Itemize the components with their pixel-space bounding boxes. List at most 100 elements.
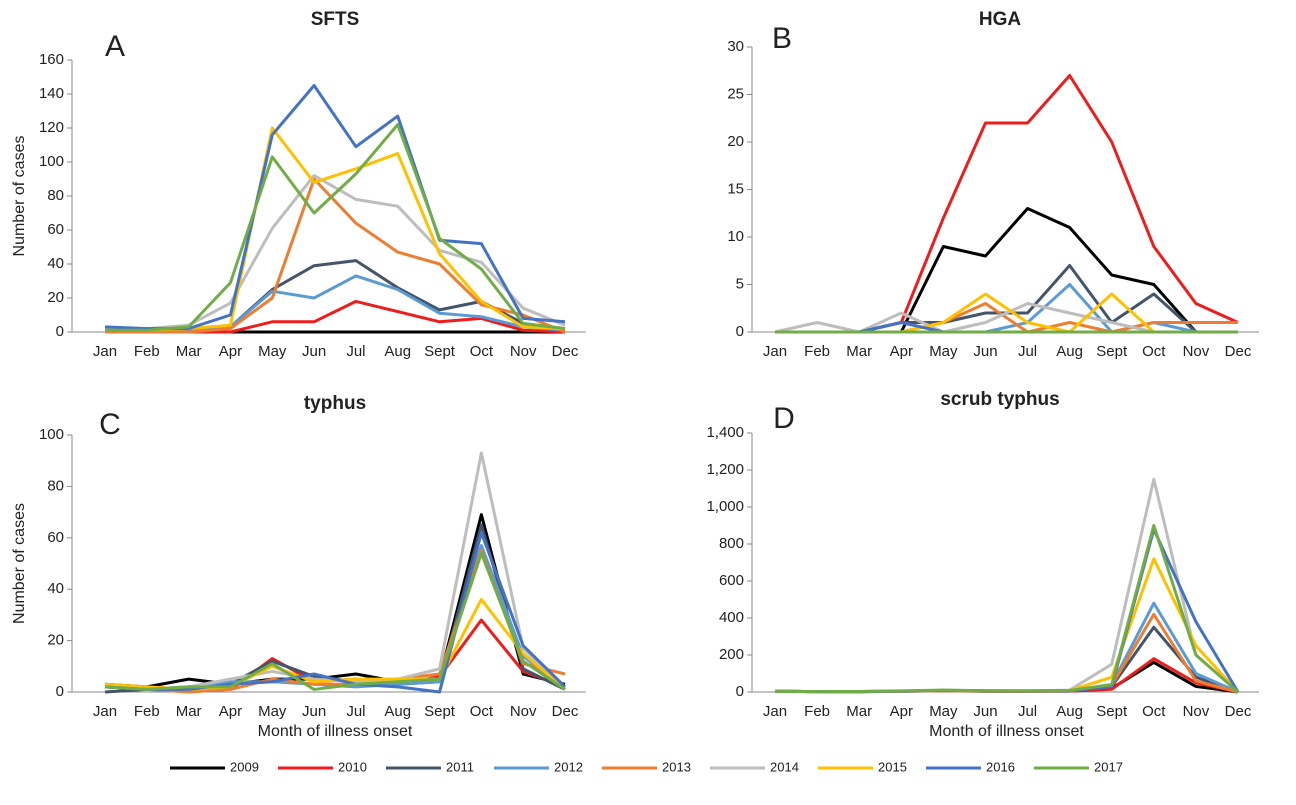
- y-tick-label: 600: [719, 572, 744, 589]
- x-tick-label: Aug: [384, 343, 411, 360]
- x-tick-label: Feb: [804, 703, 830, 720]
- x-tick-label: May: [258, 343, 287, 360]
- x-tick-label: Mar: [846, 703, 872, 720]
- y-axis-label: Number of cases: [11, 503, 28, 624]
- x-tick-label: Jul: [346, 343, 365, 360]
- y-tick-label: 0: [56, 323, 64, 340]
- x-tick-label: Apr: [219, 343, 242, 360]
- x-tick-label: Feb: [804, 343, 830, 360]
- y-tick-label: 5: [736, 275, 744, 292]
- x-tick-label: Jan: [93, 343, 117, 360]
- x-tick-label: Jun: [302, 343, 326, 360]
- legend-label: 2010: [338, 759, 367, 774]
- y-tick-label: 800: [719, 535, 744, 552]
- legend-label: 2016: [986, 759, 1015, 774]
- x-tick-label: Mar: [176, 343, 202, 360]
- x-tick-label: Feb: [134, 703, 160, 720]
- y-tick-label: 140: [39, 85, 64, 102]
- legend-label: 2013: [662, 759, 691, 774]
- series-line: [105, 126, 566, 332]
- series-line: [105, 174, 566, 331]
- y-tick-label: 0: [56, 683, 64, 700]
- legend-label: 2015: [878, 759, 907, 774]
- series-line: [774, 524, 1239, 694]
- x-tick-label: Oct: [1142, 703, 1166, 720]
- y-tick-label: 80: [47, 477, 64, 494]
- series-line: [104, 523, 566, 694]
- chart-title: typhus: [304, 393, 366, 414]
- x-tick-label: Sept: [1096, 343, 1128, 360]
- series-line: [105, 123, 566, 332]
- x-axis-label: Month of illness onset: [929, 723, 1084, 740]
- legend-label: 2011: [446, 759, 474, 774]
- x-tick-label: Jan: [763, 343, 787, 360]
- y-tick-label: 30: [727, 38, 744, 55]
- x-tick-label: Nov: [1183, 703, 1210, 720]
- chart-title: SFTS: [311, 9, 360, 30]
- y-tick-label: 40: [47, 580, 64, 597]
- x-tick-label: Jul: [1018, 343, 1037, 360]
- x-tick-label: Apr: [219, 703, 242, 720]
- y-tick-label: 100: [39, 153, 64, 170]
- x-tick-label: Jun: [302, 703, 326, 720]
- y-tick-label: 100: [39, 426, 64, 443]
- x-tick-label: Dec: [552, 343, 579, 360]
- x-tick-label: Aug: [1056, 703, 1083, 720]
- panel-label: B: [772, 22, 792, 55]
- x-tick-label: Jun: [973, 343, 997, 360]
- y-tick-label: 40: [47, 255, 64, 272]
- series-line: [774, 601, 1239, 694]
- series-line: [104, 513, 566, 689]
- x-tick-label: Sept: [1096, 703, 1128, 720]
- panel-label: A: [105, 30, 125, 63]
- y-tick-label: 15: [727, 180, 744, 197]
- y-tick-label: 160: [39, 51, 64, 68]
- legend-label: 2014: [770, 759, 799, 774]
- x-tick-label: May: [258, 703, 287, 720]
- y-tick-label: 0: [736, 683, 744, 700]
- y-tick-label: 20: [727, 133, 744, 150]
- x-tick-label: Dec: [1225, 343, 1252, 360]
- x-tick-label: Jul: [1018, 703, 1037, 720]
- x-tick-label: Mar: [176, 703, 202, 720]
- x-tick-label: Nov: [510, 343, 537, 360]
- y-tick-label: 25: [727, 85, 744, 102]
- x-tick-label: Apr: [890, 703, 913, 720]
- x-tick-label: Oct: [470, 703, 494, 720]
- y-tick-label: 200: [719, 646, 744, 663]
- x-tick-label: Jan: [93, 703, 117, 720]
- panel-label: D: [773, 402, 795, 435]
- y-tick-label: 10: [727, 228, 744, 245]
- x-tick-label: Mar: [846, 343, 872, 360]
- x-tick-label: Feb: [134, 343, 160, 360]
- x-axis-label: Month of illness onset: [258, 723, 413, 740]
- x-tick-label: Jan: [763, 703, 787, 720]
- series-line: [774, 657, 1239, 694]
- y-tick-label: 400: [719, 609, 744, 626]
- x-tick-label: Dec: [552, 703, 579, 720]
- x-tick-label: May: [929, 343, 958, 360]
- y-axis-label: Number of cases: [11, 136, 28, 257]
- x-tick-label: Jul: [346, 703, 365, 720]
- y-tick-label: 0: [736, 323, 744, 340]
- x-tick-label: Nov: [1183, 343, 1210, 360]
- y-tick-label: 60: [47, 529, 64, 546]
- chart-title: HGA: [979, 9, 1022, 30]
- x-tick-label: Nov: [510, 703, 537, 720]
- y-tick-label: 1,400: [706, 424, 744, 441]
- x-tick-label: Dec: [1225, 703, 1252, 720]
- series-line: [104, 84, 566, 331]
- panel-label: C: [99, 408, 121, 441]
- x-tick-label: Oct: [470, 343, 494, 360]
- x-tick-label: Aug: [384, 703, 411, 720]
- legend-label: 2012: [554, 759, 583, 774]
- y-tick-label: 1,000: [706, 498, 744, 515]
- y-tick-label: 120: [39, 119, 64, 136]
- legend-label: 2009: [230, 759, 259, 774]
- legend-label: 2017: [1094, 759, 1123, 774]
- chart-title: scrub typhus: [940, 389, 1059, 410]
- x-tick-label: Jun: [973, 703, 997, 720]
- x-tick-label: Aug: [1056, 343, 1083, 360]
- y-tick-label: 80: [47, 187, 64, 204]
